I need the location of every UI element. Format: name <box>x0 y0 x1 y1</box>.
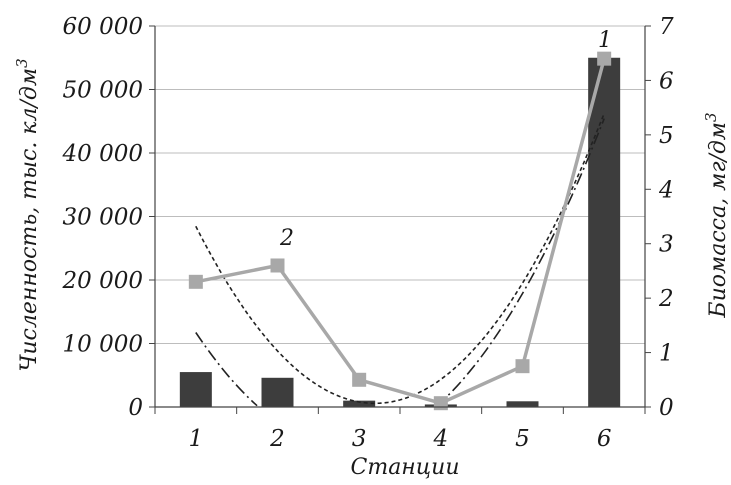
trendline-dash-dot <box>436 118 605 407</box>
y-tick-label: 10 000 <box>63 332 143 358</box>
tick-labels: 0 10 000 20 000 30 000 40 000 50 000 60 000 0 1 2… <box>62 14 674 452</box>
y-tick-label: 60 000 <box>63 14 143 40</box>
x-tick-label: 4 <box>433 426 449 452</box>
y2-axis-title-text: Биомасса, мг/дм <box>706 122 731 319</box>
line-point <box>597 51 612 66</box>
bar <box>179 372 212 407</box>
y-axis-title-sup: 3 <box>13 58 31 68</box>
line-path <box>195 58 606 405</box>
y-tick-label: 0 <box>128 395 143 421</box>
y2-tick-label: 7 <box>659 14 674 40</box>
trendlines <box>195 113 605 407</box>
line-series <box>195 58 606 405</box>
trendline-dash-dot <box>195 332 258 407</box>
y-axis-title-text: Численность, тыс. кл/дм <box>17 68 42 372</box>
gridlines <box>155 25 645 344</box>
series-label-bars: 1 <box>598 28 612 53</box>
line-point <box>188 274 203 289</box>
x-tick-label: 5 <box>515 426 530 452</box>
y2-tick-label: 0 <box>659 395 674 421</box>
x-tick-label: 1 <box>189 426 204 452</box>
x-axis-title: Станции <box>351 455 460 480</box>
line-point <box>515 359 530 374</box>
y-tick-label: 40 000 <box>62 141 143 167</box>
series-label-line: 2 <box>279 226 294 251</box>
trendline-dashed <box>195 113 605 405</box>
line-point <box>352 372 367 387</box>
axes <box>149 25 651 414</box>
y2-tick-label: 3 <box>659 232 674 258</box>
y-tick-label: 30 000 <box>63 205 143 231</box>
y-tick-label: 50 000 <box>63 78 143 104</box>
y-tick-label: 20 000 <box>62 268 143 294</box>
x-tick-label: 2 <box>269 426 285 452</box>
bar-series <box>179 57 621 407</box>
x-tick-label: 6 <box>597 426 612 452</box>
bar <box>506 401 539 407</box>
y-axis-title: Численность, тыс. кл/дм3 <box>13 58 42 371</box>
y2-tick-label: 5 <box>659 123 674 149</box>
y2-tick-label: 2 <box>658 286 674 312</box>
x-tick-label: 3 <box>352 426 367 452</box>
y2-tick-label: 6 <box>659 68 674 94</box>
y2-tick-label: 1 <box>659 341 674 367</box>
line-markers <box>188 51 612 411</box>
bar <box>261 377 294 407</box>
y2-axis-title: Биомасса, мг/дм3 <box>702 112 731 318</box>
bar <box>343 400 376 407</box>
y2-axis-title-sup: 3 <box>702 112 720 122</box>
line-point <box>270 258 285 273</box>
line-point <box>433 396 448 411</box>
y2-tick-label: 4 <box>658 177 674 203</box>
bar <box>588 57 621 407</box>
